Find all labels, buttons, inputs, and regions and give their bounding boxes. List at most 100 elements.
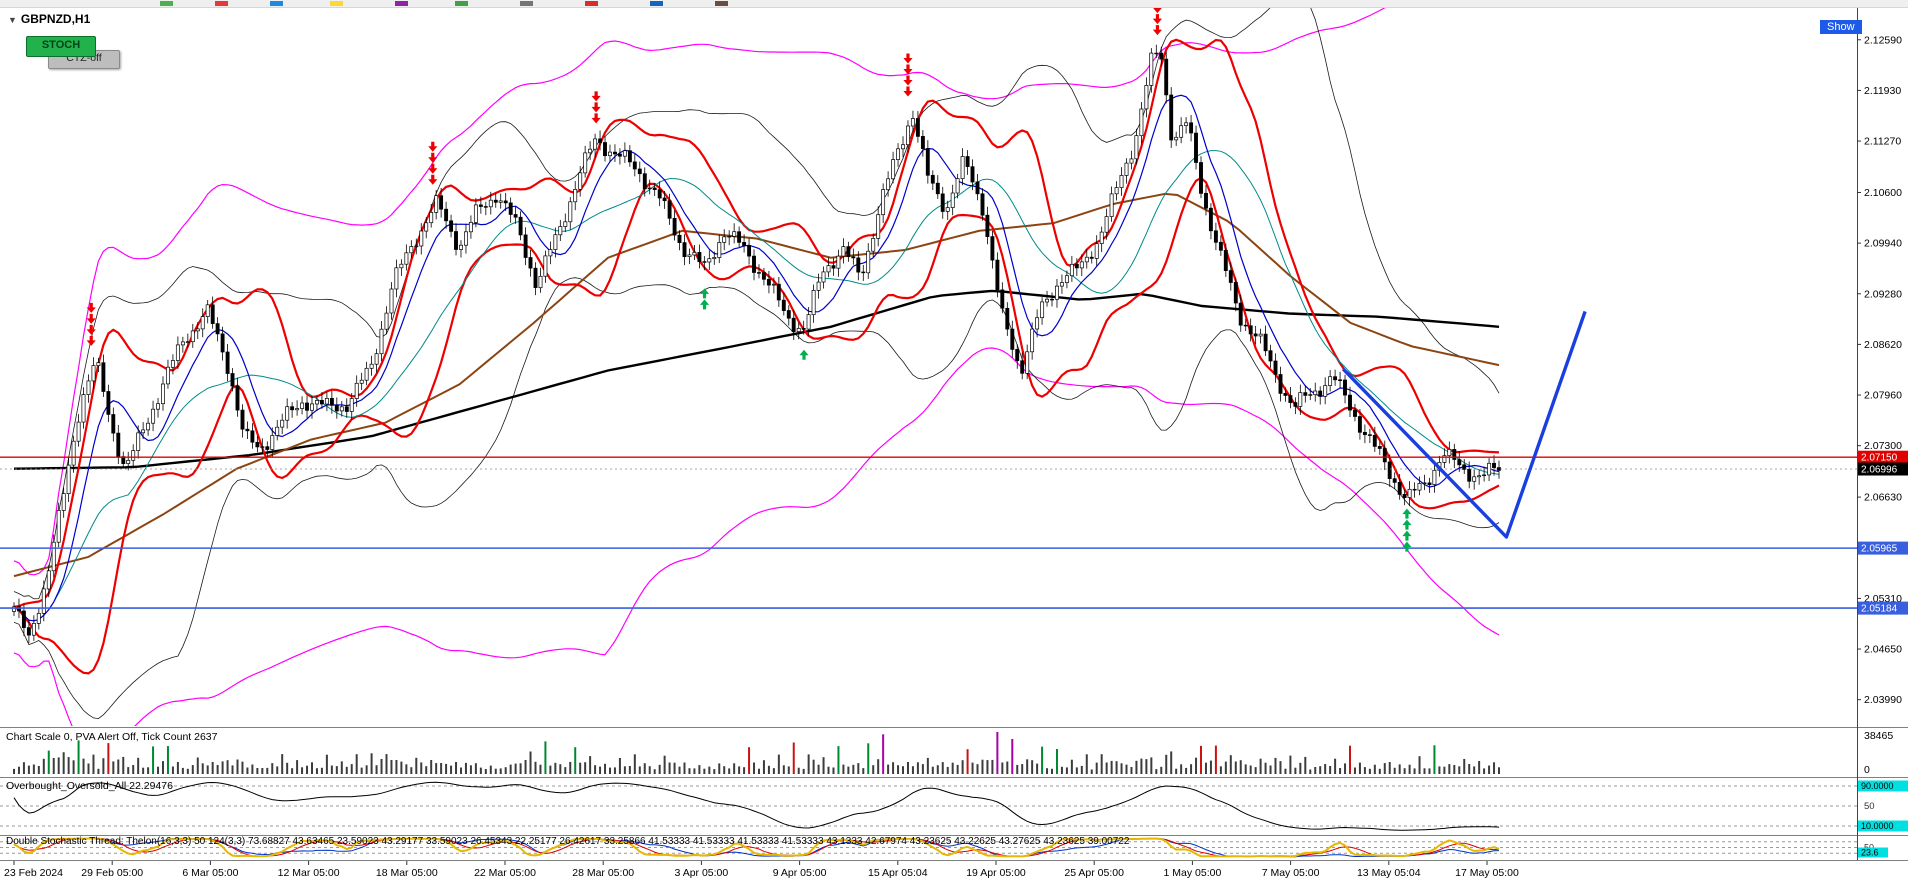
axis-label: 2.09940: [1864, 238, 1902, 250]
buy-arrow-icon: [799, 349, 809, 360]
time-tick-label: 19 Apr 05:00: [966, 867, 1026, 879]
time-tick-label: 12 Mar 05:00: [278, 867, 340, 879]
toolbar-icon-fragment: [650, 1, 663, 6]
toolbar-icon-fragment: [455, 1, 468, 6]
axis-label: 2.03990: [1864, 694, 1902, 706]
toolbar-icon-fragment: [715, 1, 728, 6]
projection-trendline[interactable]: [1341, 310, 1587, 539]
buy-arrow-icon: [1402, 541, 1412, 552]
axis-label: 50: [1864, 801, 1875, 812]
sell-arrow-icon: [86, 324, 96, 335]
axis-label: 2.10600: [1864, 187, 1902, 199]
price-label-box: 2.07150: [1858, 450, 1908, 464]
axis-label: 2.07960: [1864, 390, 1902, 402]
price-axis[interactable]: 2.12590 2.11930 2.11270 2.10600 2.09940 2.092…: [1857, 34, 1908, 858]
sell-arrow-icon: [428, 141, 438, 152]
sell-arrow-icon: [903, 86, 913, 97]
axis-label: 2.09280: [1864, 288, 1902, 300]
svg-text:90.0000: 90.0000: [1861, 781, 1894, 791]
price-label-box: 90.0000: [1858, 780, 1908, 792]
buy-arrow-icon: [699, 288, 710, 299]
sell-arrow-icon: [591, 102, 601, 113]
oscillator-line: [13, 781, 1500, 831]
time-tick-label: 15 Apr 05:04: [868, 867, 928, 879]
axis-label: 0: [1864, 764, 1870, 776]
main-chart-layer: [0, 8, 1857, 726]
axis-label: 2.06630: [1864, 492, 1902, 504]
oscillator-panel-label: Overbought_Oversold_All 22.29476: [6, 780, 173, 792]
price-label-box: 10.0000: [1858, 820, 1908, 832]
signal-arrows: [86, 8, 1412, 552]
sell-arrow-icon: [86, 335, 96, 346]
stochastic-panel-label: Double Stochastic Thread: Thelon(16,3,3)…: [6, 836, 1130, 847]
sell-arrow-icon: [903, 75, 913, 86]
sell-arrow-icon: [428, 152, 438, 163]
toolbar-sliver: [0, 0, 1908, 8]
svg-text:2.05184: 2.05184: [1861, 604, 1898, 615]
time-tick-label: 6 Mar 05:00: [182, 867, 238, 879]
sell-arrow-icon: [86, 313, 96, 324]
price-label-box: 2.06996: [1858, 462, 1908, 476]
sell-arrow-icon: [428, 174, 438, 185]
axis-label: 2.04650: [1864, 644, 1902, 656]
svg-text:2.07150: 2.07150: [1861, 453, 1898, 464]
time-tick-label: 3 Apr 05:00: [675, 867, 729, 879]
sell-arrow-icon: [86, 302, 96, 313]
axis-label: 2.07300: [1864, 440, 1902, 452]
time-axis[interactable]: 23 Feb 2024 29 Feb 05:00 6 Mar 05:00 12 Mar…: [4, 861, 1519, 879]
toolbar-icon-fragment: [160, 1, 173, 6]
show-button[interactable]: Show: [1820, 20, 1862, 34]
time-tick-label: 22 Mar 05:00: [474, 867, 536, 879]
toolbar-icon-fragment: [330, 1, 343, 6]
axis-label: 2.12590: [1864, 34, 1902, 46]
buy-arrow-icon: [699, 299, 710, 310]
toolbar-icon-fragment: [215, 1, 228, 6]
time-tick-label: 13 May 05:04: [1357, 867, 1421, 879]
sell-arrow-icon: [591, 113, 601, 124]
axis-label: 2.11930: [1864, 85, 1901, 97]
axis-label: 2.08620: [1864, 339, 1902, 351]
time-tick-label: 25 Apr 05:00: [1064, 867, 1124, 879]
price-label-box: 2.05184: [1858, 601, 1908, 615]
time-tick-label: 28 Mar 05:00: [572, 867, 634, 879]
axis-label: 2.11270: [1864, 136, 1901, 148]
sell-arrow-icon: [1152, 14, 1163, 25]
toolbar-icon-fragment: [585, 1, 598, 6]
time-tick-label: 29 Feb 05:00: [81, 867, 143, 879]
stochastic-yellow-line: [13, 837, 1500, 858]
sell-arrow-icon: [591, 91, 601, 102]
time-tick-label: 18 Mar 05:00: [376, 867, 438, 879]
symbol-label: GBPNZD,H1: [20, 12, 91, 26]
symbol-title: ▼ GBPNZD,H1: [8, 12, 90, 26]
time-tick-label: 7 May 05:00: [1262, 867, 1320, 879]
time-tick-label: 1 May 05:00: [1164, 867, 1222, 879]
sell-arrow-icon: [428, 163, 438, 174]
toolbar-icon-fragment: [270, 1, 283, 6]
symbol-dropdown-icon[interactable]: ▼: [8, 15, 17, 25]
sell-arrow-icon: [903, 53, 913, 64]
buy-arrow-icon: [1402, 508, 1412, 519]
svg-text:10.0000: 10.0000: [1861, 821, 1894, 831]
sell-arrow-icon: [1153, 8, 1162, 14]
sell-arrow-icon: [1152, 25, 1163, 36]
stoch-button[interactable]: STOCH: [26, 36, 96, 57]
svg-text:2.05965: 2.05965: [1861, 544, 1898, 555]
candles-layer: [12, 44, 1501, 643]
volume-panel-layer: [13, 732, 1500, 774]
svg-text:2.06996: 2.06996: [1861, 465, 1898, 476]
toolbar-icon-fragment: [395, 1, 408, 6]
time-tick-label: 17 May 05:00: [1455, 867, 1519, 879]
svg-text:23.6: 23.6: [1861, 848, 1879, 858]
sell-arrow-icon: [903, 64, 913, 75]
axis-label: 38465: [1864, 730, 1893, 742]
price-label-box: 2.05965: [1858, 541, 1908, 555]
buy-arrow-icon: [1402, 530, 1412, 541]
time-tick-label: 23 Feb 2024: [4, 867, 63, 879]
price-label-box: 23.6: [1858, 847, 1888, 858]
slow-ma-line: [13, 289, 1500, 470]
brown-ma-line: [13, 192, 1500, 578]
volume-panel-label: Chart Scale 0, PVA Alert Off, Tick Count…: [6, 731, 218, 743]
buy-arrow-icon: [1402, 519, 1412, 530]
